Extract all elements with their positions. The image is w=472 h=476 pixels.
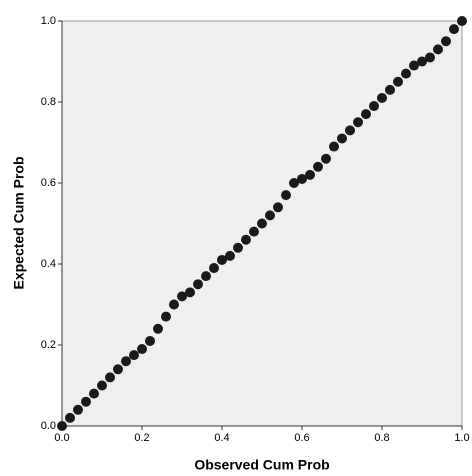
point xyxy=(449,24,459,35)
point xyxy=(265,210,275,221)
point xyxy=(345,125,355,136)
y-tick-label: 0.4 xyxy=(41,258,56,270)
point xyxy=(105,372,115,383)
point xyxy=(161,311,171,322)
point xyxy=(57,421,67,431)
y-axis-title: Expected Cum Prob xyxy=(11,156,27,289)
point xyxy=(153,323,163,334)
y-tick-label: 0.8 xyxy=(41,96,56,108)
point xyxy=(81,396,91,407)
point xyxy=(313,161,323,172)
point xyxy=(377,92,387,103)
point xyxy=(241,234,251,245)
point xyxy=(409,60,419,71)
y-tick-label: 1.0 xyxy=(41,15,56,27)
x-tick-label: 0.8 xyxy=(374,432,389,444)
point xyxy=(433,44,443,55)
point xyxy=(401,68,411,79)
point xyxy=(185,287,195,298)
point xyxy=(169,299,179,310)
x-tick-label: 0.4 xyxy=(214,432,229,444)
point xyxy=(385,84,395,95)
point xyxy=(305,169,315,180)
point xyxy=(209,263,219,274)
point xyxy=(233,242,243,253)
y-tick-label: 0.0 xyxy=(41,420,56,432)
point xyxy=(393,76,403,87)
point xyxy=(417,56,427,67)
point xyxy=(129,350,139,361)
y-tick-label: 0.2 xyxy=(41,339,56,351)
x-axis-title: Observed Cum Prob xyxy=(194,457,329,473)
point xyxy=(137,344,147,355)
y-tick-label: 0.6 xyxy=(41,177,56,189)
point xyxy=(73,404,83,415)
point xyxy=(369,101,379,112)
point xyxy=(321,153,331,164)
point xyxy=(361,109,371,120)
point xyxy=(65,412,75,423)
point xyxy=(249,226,259,237)
x-tick-label: 1.0 xyxy=(454,432,469,444)
point xyxy=(145,335,155,346)
point xyxy=(329,141,339,152)
point xyxy=(457,16,467,26)
point xyxy=(225,250,235,261)
point xyxy=(113,364,123,375)
point xyxy=(121,356,131,367)
point xyxy=(217,254,227,265)
point xyxy=(273,202,283,213)
x-tick-label: 0.6 xyxy=(294,432,309,444)
point xyxy=(89,388,99,399)
point xyxy=(281,190,291,201)
point xyxy=(289,178,299,188)
point xyxy=(193,279,203,290)
x-tick-label: 0.0 xyxy=(54,432,69,444)
point xyxy=(177,291,187,302)
point xyxy=(97,380,107,391)
point xyxy=(441,36,451,47)
x-tick-label: 0.2 xyxy=(134,432,149,444)
point xyxy=(337,133,347,144)
point xyxy=(201,271,211,282)
point xyxy=(353,117,363,128)
point xyxy=(425,52,435,63)
point xyxy=(257,218,267,229)
point xyxy=(297,173,307,184)
